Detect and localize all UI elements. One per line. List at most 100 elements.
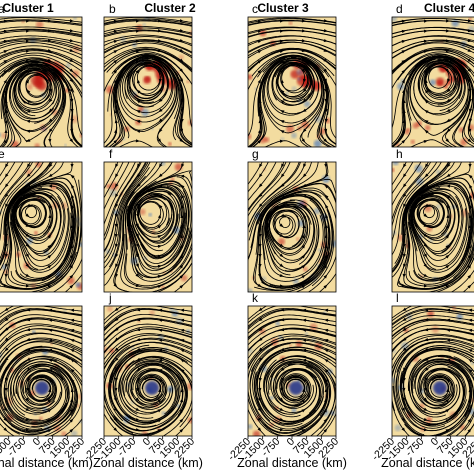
anomaly-blob: [105, 85, 114, 94]
streamline-arrow: [445, 275, 450, 279]
streamline-arrow: [324, 244, 328, 249]
streamline-arrow: [113, 283, 118, 288]
streamline: [0, 162, 44, 242]
streamline: [174, 416, 192, 436]
streamline: [318, 272, 336, 292]
streamline-arrow: [445, 264, 450, 269]
streamline: [104, 337, 192, 370]
streamline-arrow: [468, 224, 472, 229]
anomaly-blob: [406, 128, 410, 131]
streamline: [392, 306, 474, 322]
streamline: [0, 162, 31, 205]
streamline-arrow: [467, 274, 472, 279]
streamline: [44, 65, 67, 147]
streamline-arrow: [424, 129, 429, 134]
panel-letter: d: [396, 2, 403, 16]
streamline: [104, 162, 142, 242]
streamline-arrow: [25, 417, 30, 422]
anomaly-blob: [275, 321, 280, 326]
streamline: [392, 337, 474, 412]
streamline: [248, 19, 336, 26]
streamline-arrow: [467, 29, 472, 33]
streamline-arrow: [25, 273, 30, 277]
streamline: [248, 337, 336, 370]
streamline-arrow: [4, 173, 9, 178]
streamline-arrow: [301, 419, 306, 423]
streamline-arrow: [467, 284, 472, 289]
panel-grid: a b c d e f g h i j k l: [0, 2, 474, 437]
streamline-arrow: [446, 338, 451, 342]
streamline: [104, 29, 192, 38]
streamline: [0, 48, 82, 65]
anomaly-blob: [34, 143, 40, 147]
streamline: [248, 314, 336, 334]
streamline: [104, 162, 149, 260]
streamline-arrow: [423, 140, 428, 144]
streamline: [0, 35, 82, 44]
streamline-arrow: [157, 398, 162, 403]
streamline: [0, 26, 82, 34]
streamline-arrow: [158, 338, 163, 342]
streamline-arrow: [279, 233, 284, 237]
anomaly-blob: [25, 168, 33, 175]
streamlines: [248, 162, 336, 292]
streamline-arrow: [158, 204, 163, 209]
streamline: [392, 56, 435, 147]
streamline-arrow: [280, 89, 285, 94]
streamline-arrow: [257, 417, 262, 422]
streamline-arrow: [323, 19, 328, 23]
streamline-arrow: [70, 308, 75, 312]
streamline-arrow: [136, 120, 141, 124]
panel-frame: [391, 161, 474, 293]
streamline-arrow: [423, 273, 428, 277]
streamline-arrow: [402, 337, 407, 342]
streamline-arrow: [25, 213, 30, 218]
streamline-arrow: [179, 428, 184, 433]
streamline-arrow: [114, 317, 119, 322]
streamline-arrow: [69, 68, 74, 73]
streamline-arrow: [467, 418, 472, 423]
streamline: [118, 140, 154, 147]
streamline-arrow: [26, 173, 31, 178]
streamline: [104, 162, 136, 226]
column-title: Cluster 3: [257, 1, 309, 15]
streamline-arrow: [257, 427, 262, 432]
streamline: [252, 61, 279, 147]
streamline-arrow: [25, 284, 30, 288]
streamline: [392, 162, 438, 242]
streamline: [248, 41, 336, 57]
streamline-arrow: [4, 129, 8, 134]
streamline-arrow: [258, 337, 263, 342]
streamline-arrow: [157, 138, 162, 143]
streamline-arrow: [157, 244, 162, 248]
anomaly-blob: [148, 67, 151, 70]
streamline-arrow: [115, 193, 119, 198]
anomaly-blob: [419, 403, 425, 409]
streamline: [0, 423, 15, 436]
streamline-arrow: [324, 318, 329, 322]
streamline-arrow: [323, 138, 328, 143]
streamline-arrow: [115, 263, 119, 268]
streamline: [0, 58, 82, 99]
anomaly-blob: [144, 76, 151, 82]
streamline-arrow: [47, 264, 52, 269]
streamline: [248, 408, 267, 436]
streamline-arrow: [467, 58, 472, 63]
streamline-arrow: [157, 275, 162, 279]
streamline-arrow: [424, 173, 429, 178]
streamline-arrow: [4, 273, 8, 278]
streamline-arrow: [135, 139, 140, 143]
streamline-arrow: [445, 138, 450, 143]
streamline: [104, 17, 192, 23]
anomaly-blob: [449, 247, 452, 250]
streamline: [392, 328, 474, 352]
anomaly-blob: [142, 22, 146, 27]
streamline-arrow: [301, 398, 306, 403]
streamline-arrow: [423, 213, 428, 218]
streamline-arrow: [157, 224, 162, 229]
panel-letter: a: [0, 2, 5, 16]
streamline-arrow: [70, 368, 75, 373]
streamline-arrow: [4, 193, 9, 198]
streamline: [397, 53, 474, 81]
streamline-arrow: [423, 428, 428, 432]
